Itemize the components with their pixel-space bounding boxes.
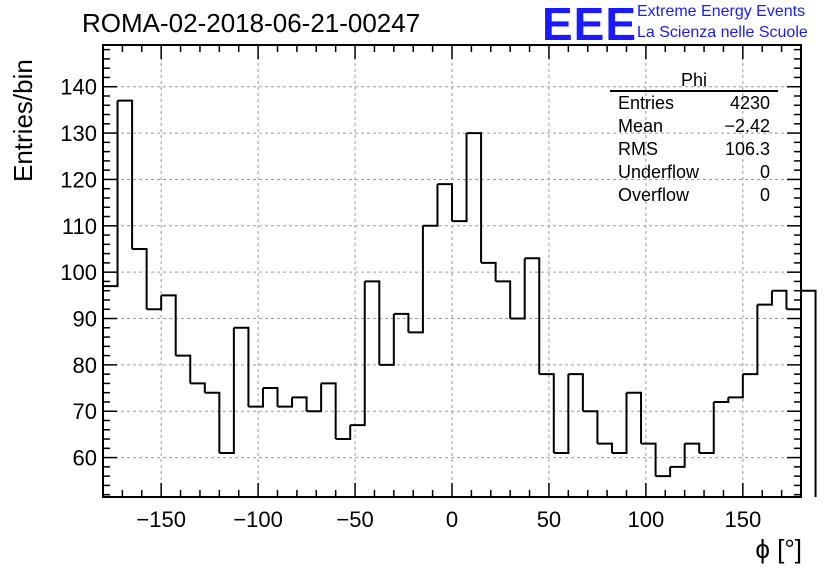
y-axis-label: Entries/bin bbox=[8, 59, 38, 182]
y-tick-label: 80 bbox=[73, 353, 97, 378]
histogram-bin bbox=[713, 397, 730, 403]
stats-title: Phi bbox=[610, 70, 778, 92]
histogram-bin bbox=[757, 290, 773, 306]
histogram-bin bbox=[539, 373, 555, 453]
eee-logo-line2: La Scienza nelle Scuole bbox=[637, 24, 808, 41]
stats-row-overflow: Overflow 0 bbox=[610, 184, 778, 207]
eee-logo-line1: Extreme Energy Events bbox=[637, 3, 806, 20]
histogram-bin bbox=[393, 312, 410, 333]
stats-row-mean: Mean −2.42 bbox=[610, 115, 778, 138]
histogram-bin bbox=[611, 392, 628, 454]
histogram-bin bbox=[335, 425, 352, 441]
y-tick-label: 60 bbox=[73, 446, 97, 471]
histogram-bin bbox=[132, 247, 148, 310]
histogram-bin bbox=[321, 382, 337, 440]
x-tick-label: −150 bbox=[136, 507, 186, 532]
stats-value: 106.3 bbox=[724, 139, 770, 159]
stats-label: Mean bbox=[618, 116, 664, 136]
x-tick-label: 150 bbox=[724, 507, 761, 532]
histogram-bin bbox=[728, 374, 744, 399]
histogram-bin bbox=[670, 443, 686, 468]
histogram-bin bbox=[582, 410, 599, 444]
stats-value: 0 bbox=[759, 185, 770, 205]
x-tick-label: −50 bbox=[336, 507, 373, 532]
histogram-bin bbox=[742, 304, 759, 376]
histogram-bin bbox=[481, 261, 497, 282]
x-axis-label: ϕ [°] bbox=[755, 534, 802, 564]
histogram-bin bbox=[626, 391, 643, 444]
stats-row-entries: Entries 4230 bbox=[610, 92, 778, 115]
histogram-bin bbox=[102, 100, 119, 497]
histogram-bin bbox=[510, 258, 526, 320]
stats-row-underflow: Underflow 0 bbox=[610, 161, 778, 184]
histogram-bin bbox=[699, 401, 715, 454]
histogram-bin bbox=[801, 289, 817, 497]
histogram-bin bbox=[408, 225, 424, 334]
histogram-bin bbox=[146, 295, 163, 311]
y-tick-label: 120 bbox=[60, 167, 97, 192]
stats-label: Entries bbox=[618, 93, 675, 113]
histogram-bin bbox=[204, 391, 221, 453]
eee-logo: EEE bbox=[542, 0, 638, 50]
stats-value: 4230 bbox=[729, 93, 770, 113]
histogram-bin bbox=[277, 397, 294, 408]
histogram-bin bbox=[597, 442, 613, 453]
y-tick-label: 70 bbox=[73, 399, 97, 424]
histogram-bin bbox=[641, 442, 657, 477]
stats-box: Phi Entries 4230 Mean −2.42 RMS 106.3 Un… bbox=[610, 70, 778, 207]
histogram-bin bbox=[306, 383, 323, 413]
histogram-bin bbox=[553, 374, 570, 454]
histogram-bin bbox=[161, 294, 177, 356]
histogram-bin bbox=[117, 99, 134, 249]
stats-label: RMS bbox=[618, 139, 658, 159]
x-tick-label: 100 bbox=[628, 507, 665, 532]
histogram-bin bbox=[452, 133, 468, 223]
histogram-bin bbox=[233, 326, 250, 407]
histogram-bin bbox=[292, 396, 308, 412]
histogram-bin bbox=[175, 354, 192, 384]
stats-value: 0 bbox=[759, 162, 770, 182]
chart-title: ROMA-02-2018-06-21-00247 bbox=[82, 8, 421, 38]
y-tick-label: 130 bbox=[60, 121, 97, 146]
axis-ticks bbox=[102, 45, 802, 497]
x-tick-label: 50 bbox=[537, 507, 561, 532]
histogram-bin bbox=[262, 387, 279, 407]
histogram-bin bbox=[248, 388, 264, 408]
histogram-bin bbox=[495, 280, 512, 319]
x-tick-label: 0 bbox=[446, 507, 458, 532]
histogram-bin bbox=[771, 289, 788, 310]
histogram-bin bbox=[379, 313, 395, 366]
x-tick-label: −100 bbox=[233, 507, 283, 532]
histogram-bin bbox=[350, 281, 366, 427]
histogram-bin bbox=[190, 382, 206, 393]
histogram-bin bbox=[422, 184, 439, 227]
y-tick-label: 100 bbox=[60, 260, 97, 285]
stats-label: Underflow bbox=[618, 162, 700, 182]
stats-label: Overflow bbox=[618, 185, 690, 205]
histogram-bin bbox=[568, 373, 584, 412]
y-tick-label: 140 bbox=[60, 75, 97, 100]
histogram-bars bbox=[102, 99, 817, 497]
histogram-bin bbox=[364, 280, 381, 365]
histogram-bin bbox=[437, 183, 453, 222]
stats-row-rms: RMS 106.3 bbox=[610, 138, 778, 161]
stats-value: −2.42 bbox=[724, 116, 770, 136]
y-tick-label: 90 bbox=[73, 307, 97, 332]
histogram-bin bbox=[684, 442, 701, 453]
histogram-bin bbox=[655, 466, 672, 478]
y-tick-label: 110 bbox=[62, 214, 97, 239]
histogram-bin bbox=[524, 257, 541, 375]
tick-labels: −150 −100 −50 0 50 100 150 60 70 80 90 100 110 120 130… bbox=[60, 75, 761, 532]
histogram-bin bbox=[466, 132, 483, 263]
histogram-bin bbox=[219, 327, 235, 454]
